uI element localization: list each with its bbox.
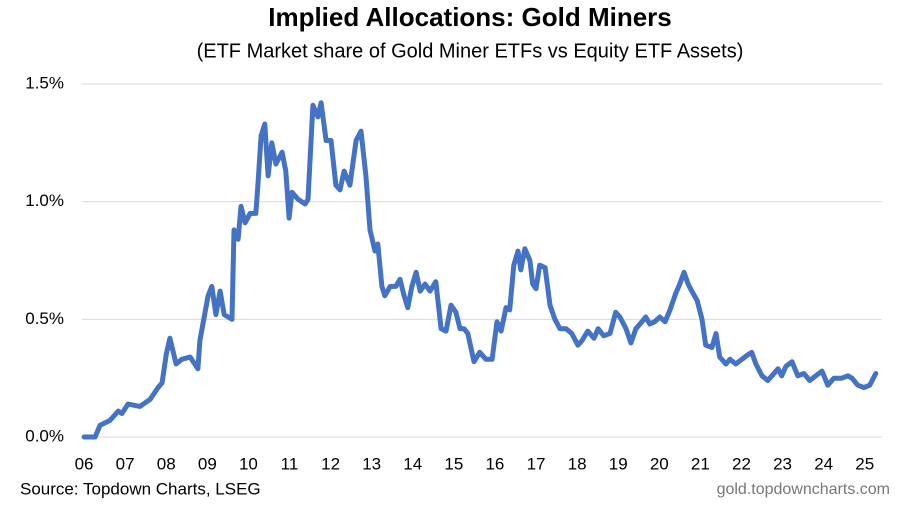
x-tick-label: 14 <box>403 454 422 473</box>
x-tick-label: 15 <box>444 454 463 473</box>
y-tick-label: 0.0% <box>25 426 64 445</box>
x-tick-label: 12 <box>321 454 340 473</box>
x-tick-label: 06 <box>75 454 94 473</box>
series-line <box>81 100 879 440</box>
watermark: gold.topdowncharts.com <box>717 481 890 498</box>
x-tick-label: 07 <box>116 454 135 473</box>
x-tick-label: 25 <box>855 454 874 473</box>
x-tick-label: 23 <box>773 454 792 473</box>
y-tick-label: 1.5% <box>25 73 64 92</box>
source: Source: Topdown Charts, LSEG <box>20 479 261 498</box>
y-tick-label: 1.0% <box>25 191 64 210</box>
x-tick-label: 17 <box>527 454 546 473</box>
x-tick-label: 16 <box>485 454 504 473</box>
chart-title: Implied Allocations: Gold Miners <box>268 2 672 32</box>
x-tick-label: 08 <box>157 454 176 473</box>
x-tick-label: 20 <box>650 454 669 473</box>
chart-subtitle: (ETF Market share of Gold Miner ETFs vs … <box>197 40 744 62</box>
x-tick-label: 13 <box>362 454 381 473</box>
x-tick-label: 18 <box>568 454 587 473</box>
x-tick-label: 09 <box>198 454 217 473</box>
x-tick-label: 21 <box>691 454 710 473</box>
y-tick-label: 0.5% <box>25 309 64 328</box>
x-tick-label: 11 <box>281 454 299 473</box>
x-tick-label: 10 <box>239 454 258 473</box>
x-tick-label: 19 <box>609 454 628 473</box>
x-tick-label: 24 <box>814 454 833 473</box>
x-tick-label: 22 <box>732 454 751 473</box>
